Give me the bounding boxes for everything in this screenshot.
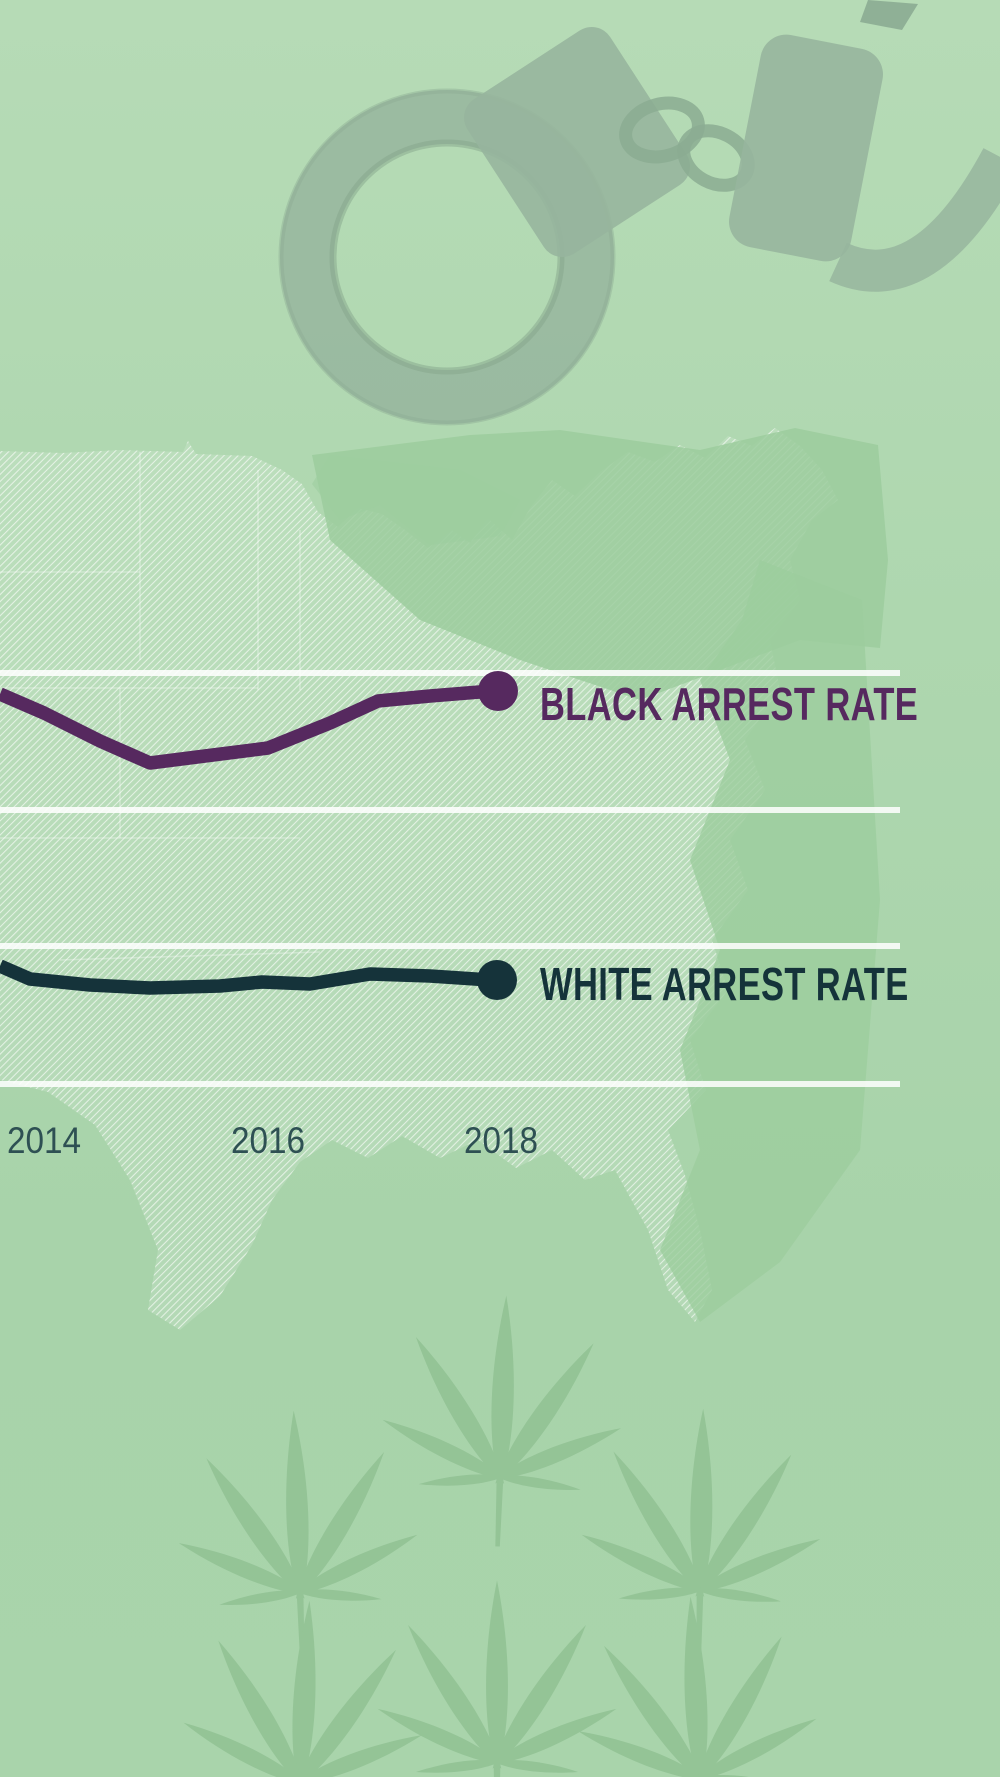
- series-end-dot-black-arrest-rate: [478, 671, 518, 711]
- cannabis-leaves: [171, 1291, 827, 1777]
- cannabis-leaf-icon: [374, 1580, 620, 1777]
- series-end-dot-white-arrest-rate: [477, 960, 517, 1000]
- collage-shadow: [312, 428, 888, 1322]
- arrest-rate-chart: [0, 670, 900, 1087]
- cannabis-leaf-icon: [171, 1406, 425, 1666]
- cannabis-leaf-icon: [375, 1291, 629, 1551]
- x-tick-2016: 2016: [230, 1120, 306, 1161]
- black-arrest-rate-label: BLACK ARREST RATE: [540, 678, 919, 730]
- series-line-black-arrest-rate: [0, 684, 493, 770]
- handcuffs-icon: [278, 0, 1000, 426]
- white-arrest-rate-label: WHITE ARREST RATE: [540, 958, 909, 1010]
- series-line-white-arrest-rate: [0, 959, 491, 995]
- x-tick-2014: 2014: [6, 1120, 82, 1161]
- state-borders: [0, 452, 321, 961]
- cannabis-leaf-icon: [576, 1406, 826, 1662]
- x-tick-2018: 2018: [463, 1120, 539, 1161]
- us-map: [0, 428, 888, 1330]
